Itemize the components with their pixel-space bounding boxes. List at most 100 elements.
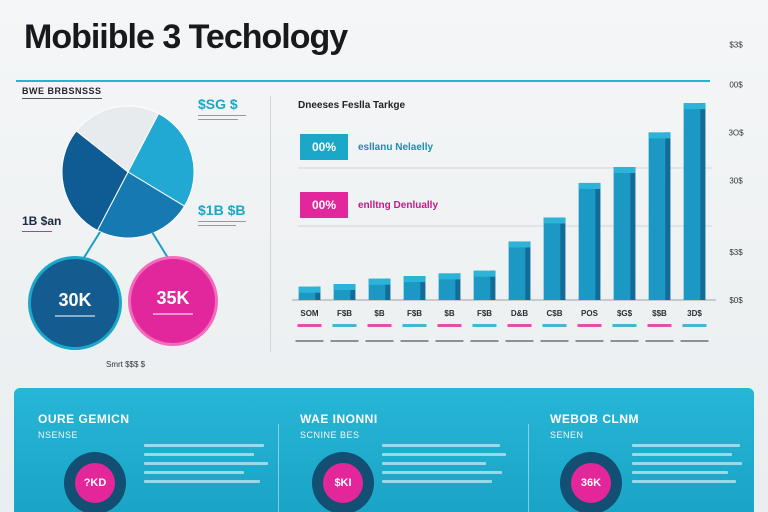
bar [473,270,496,300]
x-tick-underline [647,324,672,327]
banner-panel-3-sub: SENEN [550,430,584,440]
x-tick-caption-line [470,340,499,342]
x-tick-label: $B [374,309,384,318]
x-tick-label: $B [444,309,454,318]
x-tick-underline [402,324,427,327]
bar [648,132,671,300]
banner-panel-1-sub: NSENSE [38,430,79,440]
x-tick-label: $$B [652,309,667,318]
x-tick-label: C$B [546,309,562,318]
section-divider [270,96,271,352]
legend-item-2: 00% enlltng Denlually [300,192,438,218]
pie-annotation-mid-value: $1B $B [198,202,246,218]
banner-panel-1-title: OURE GEMICN [38,412,130,426]
pie-annotation-left-line [22,231,52,232]
bar [613,167,636,300]
y-tick-label: 30$ [729,176,743,185]
connector-right [151,231,169,259]
x-tick-underline [297,324,322,327]
x-tick-underline [682,324,707,327]
bar [438,273,461,300]
stat-circle-right-value: 35K [156,287,190,308]
pie-chart [61,105,195,239]
bar [298,286,321,300]
pie-slice-3 [96,171,186,239]
pie-annotation-mid: $1B $B [198,202,246,226]
x-tick-caption-line [645,340,674,342]
x-tick-label: D&B [511,309,529,318]
bar [543,217,566,300]
legend-swatch-2: 00% [300,192,348,218]
x-tick-caption-line [330,340,359,342]
y-tick-label: 00$ [729,81,743,90]
bar [333,284,356,300]
stat-circle-right: 35K [128,256,218,346]
stat-circle-left-value: 30K [58,289,92,310]
pie-annotation-mid-line-2 [198,225,236,226]
x-tick-label: F$B [337,309,352,318]
x-tick-caption-line [575,340,604,342]
banner-panel-2-text-lines [382,444,512,489]
x-tick-caption-line [435,340,464,342]
x-tick-underline [472,324,497,327]
left-label-rule [22,98,102,99]
left-section-label: BWE BRBSNSSS [22,86,102,96]
y-tick-label: $3$ [729,248,743,257]
x-tick-label: 3D$ [687,309,702,318]
banner-panel-2-sub: SCNINE BES [300,430,360,440]
x-tick-label: F$B [477,309,492,318]
pie-annotation-left-value: 1B $an [22,214,62,228]
x-tick-underline [367,324,392,327]
y-tick-label: $0$ [729,296,743,305]
legend-swatch-1: 00% [300,134,348,160]
x-tick-label: $G$ [617,309,633,318]
legend-item-1: 00% esllanu Nelaelly [300,134,433,160]
left-footer-text: Smrt $$$ $ [106,360,146,369]
banner-panel-3-title: WEBOB CLNM [550,412,639,426]
page-title: Mobiible 3 Techology [24,18,348,56]
legend-text-1: esllanu Nelaelly [358,141,434,153]
pie-slice-1 [75,105,160,173]
stat-circle-left: 30K [28,256,122,350]
pie-annotation-top-value: $SG $ [198,96,238,112]
pie-slice-4 [61,130,129,232]
x-tick-underline [437,324,462,327]
x-tick-caption-line [295,340,324,342]
bar [403,276,426,300]
banner-panel-1: OURE GEMICN NSENSE ?KD [36,388,276,512]
banner-panel-2: WAE INONNI SCNINE BES $KI [298,388,528,512]
x-tick-label: POS [581,309,599,318]
x-tick-caption-line [505,340,534,342]
bar [508,241,531,300]
banner-divider-1 [278,424,279,512]
banner-panel-3-ring: 36K [560,452,622,512]
x-tick-underline [507,324,532,327]
pie-annotation-mid-line [198,221,246,222]
bar [368,278,391,300]
pie-slice-2 [127,112,195,207]
chart-title: Dneeses Feslla Tarkge [298,100,406,111]
bar [578,182,601,300]
bar [683,103,706,300]
x-tick-underline [577,324,602,327]
x-tick-underline [332,324,357,327]
stat-circle-right-line [153,312,193,315]
pie-annotation-top-line [198,115,246,116]
x-tick-underline [542,324,567,327]
stat-circle-left-line [55,314,95,317]
banner-panel-3-ring-value: 36K [571,463,611,503]
legend-text-2: enlltng Denlually [358,199,439,211]
x-tick-caption-line [365,340,394,342]
x-tick-caption-line [680,340,709,342]
y-tick-label: 3O$ [728,128,744,137]
pie-annotation-top-line-2 [198,119,238,120]
banner-panel-1-text-lines [144,444,274,489]
banner-panel-1-ring: ?KD [64,452,126,512]
banner-panel-2-title: WAE INONNI [300,412,378,426]
pie-annotation-left: 1B $an [22,214,61,232]
banner-panel-2-ring: $KI [312,452,374,512]
title-rule [16,80,710,82]
banner-panel-3: WEBOB CLNM SENEN 36K [548,388,748,512]
pie-annotation-top: $SG $ [198,96,246,120]
banner-panel-1-ring-value: ?KD [75,463,115,503]
